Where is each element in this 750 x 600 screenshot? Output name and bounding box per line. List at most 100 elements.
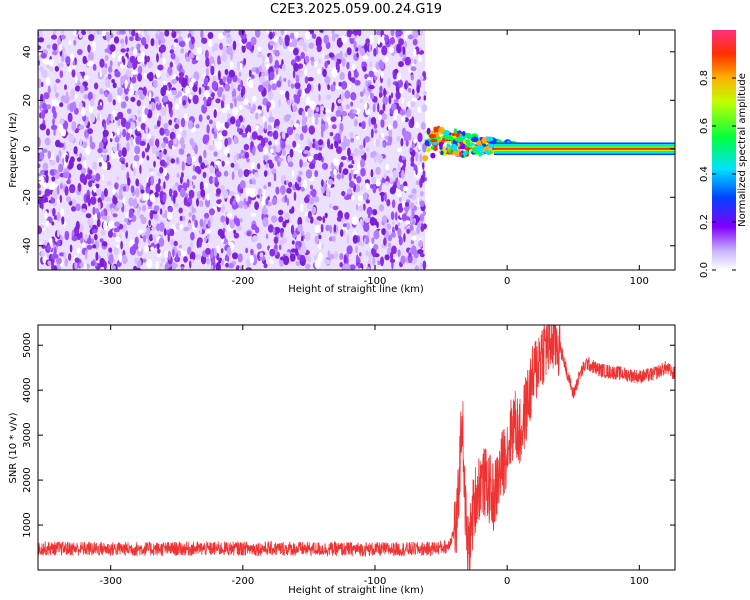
noise-speckle bbox=[289, 148, 294, 158]
noise-speckle bbox=[65, 56, 71, 65]
noise-speckle bbox=[159, 262, 163, 267]
noise-speckle bbox=[363, 222, 370, 232]
noise-speckle bbox=[398, 30, 403, 36]
noise-speckle bbox=[155, 138, 160, 148]
transition-blob bbox=[460, 143, 466, 150]
noise-speckle bbox=[329, 132, 334, 137]
noise-speckle bbox=[121, 43, 125, 48]
noise-speckle bbox=[58, 252, 65, 257]
noise-speckle bbox=[240, 180, 246, 189]
noise-speckle bbox=[380, 192, 384, 200]
noise-speckle bbox=[406, 228, 411, 234]
snr-x-tick-label: 0 bbox=[504, 576, 510, 587]
noise-speckle bbox=[179, 215, 183, 221]
noise-speckle bbox=[210, 92, 215, 98]
noise-speckle bbox=[171, 89, 178, 96]
noise-speckle bbox=[45, 77, 51, 86]
noise-speckle bbox=[71, 235, 78, 242]
noise-speckle bbox=[243, 204, 248, 210]
noise-speckle bbox=[413, 138, 417, 144]
noise-speckle bbox=[393, 108, 399, 117]
noise-speckle bbox=[299, 159, 303, 168]
noise-speckle bbox=[185, 56, 191, 62]
noise-speckle bbox=[84, 234, 88, 242]
noise-speckle bbox=[148, 234, 154, 242]
noise-speckle bbox=[77, 235, 81, 241]
noise-speckle bbox=[198, 114, 203, 122]
noise-speckle bbox=[222, 190, 229, 199]
noise-speckle bbox=[341, 35, 348, 44]
noise-speckle bbox=[338, 81, 343, 87]
noise-speckle bbox=[352, 109, 358, 114]
noise-speckle bbox=[137, 56, 143, 63]
noise-speckle bbox=[100, 191, 105, 201]
noise-speckle bbox=[198, 155, 203, 164]
noise-speckle bbox=[372, 209, 378, 216]
noise-speckle bbox=[299, 133, 304, 141]
noise-speckle bbox=[321, 162, 329, 170]
noise-speckle bbox=[53, 254, 59, 259]
noise-speckle bbox=[269, 31, 273, 40]
noise-speckle bbox=[66, 178, 71, 185]
noise-speckle bbox=[159, 208, 163, 215]
noise-speckle bbox=[95, 173, 101, 182]
noise-speckle bbox=[53, 83, 57, 93]
noise-speckle bbox=[335, 109, 342, 118]
noise-speckle bbox=[216, 188, 221, 195]
noise-speckle bbox=[226, 36, 233, 44]
noise-speckle bbox=[336, 174, 342, 179]
noise-speckle bbox=[332, 205, 339, 211]
noise-speckle bbox=[252, 179, 256, 185]
noise-speckle bbox=[144, 107, 149, 116]
transition-blob bbox=[480, 151, 484, 156]
noise-speckle bbox=[403, 185, 409, 192]
noise-speckle bbox=[341, 80, 348, 90]
noise-speckle bbox=[162, 95, 169, 103]
spectrogram-y-tick-label: 40 bbox=[22, 45, 33, 58]
noise-speckle bbox=[76, 163, 83, 171]
noise-speckle bbox=[126, 47, 130, 53]
noise-speckle bbox=[64, 230, 70, 241]
noise-speckle bbox=[399, 109, 406, 116]
noise-speckle bbox=[417, 249, 424, 255]
noise-speckle bbox=[136, 99, 141, 107]
noise-speckle bbox=[121, 147, 127, 158]
noise-speckle bbox=[86, 263, 90, 269]
noise-speckle bbox=[399, 202, 403, 212]
noise-speckle bbox=[411, 116, 415, 125]
noise-speckle bbox=[47, 260, 52, 266]
transition-blob bbox=[434, 127, 440, 131]
noise-speckle bbox=[223, 221, 226, 227]
noise-speckle bbox=[410, 155, 415, 164]
noise-speckle bbox=[351, 195, 355, 201]
noise-speckle bbox=[297, 63, 304, 69]
noise-speckle bbox=[416, 84, 420, 94]
noise-speckle bbox=[352, 30, 359, 36]
noise-speckle bbox=[419, 75, 424, 81]
noise-speckle bbox=[263, 146, 268, 155]
noise-speckle bbox=[57, 229, 60, 238]
noise-speckle bbox=[418, 240, 423, 248]
noise-speckle bbox=[359, 98, 364, 103]
noise-speckle bbox=[145, 124, 149, 134]
noise-speckle bbox=[267, 124, 272, 131]
noise-speckle bbox=[368, 43, 372, 53]
noise-speckle bbox=[114, 221, 120, 227]
noise-speckle bbox=[243, 169, 250, 178]
noise-speckle bbox=[65, 154, 69, 163]
noise-speckle bbox=[40, 81, 44, 88]
colorbar: 0.0 0.2 0.4 0.6 0.8 Normalized spectral ampl… bbox=[699, 30, 748, 278]
noise-speckle bbox=[274, 226, 281, 234]
noise-speckle bbox=[188, 189, 195, 199]
noise-speckle bbox=[105, 32, 111, 42]
spectrogram-y-ticks: -40 -20 0 20 40 bbox=[22, 45, 675, 254]
noise-speckle bbox=[263, 203, 267, 213]
noise-speckle bbox=[104, 78, 111, 88]
noise-speckle bbox=[269, 259, 274, 265]
noise-speckle bbox=[99, 88, 104, 95]
noise-speckle bbox=[151, 144, 158, 155]
noise-speckle bbox=[240, 188, 244, 194]
noise-speckle bbox=[392, 120, 398, 129]
noise-speckle bbox=[342, 223, 347, 228]
noise-speckle bbox=[186, 155, 193, 165]
